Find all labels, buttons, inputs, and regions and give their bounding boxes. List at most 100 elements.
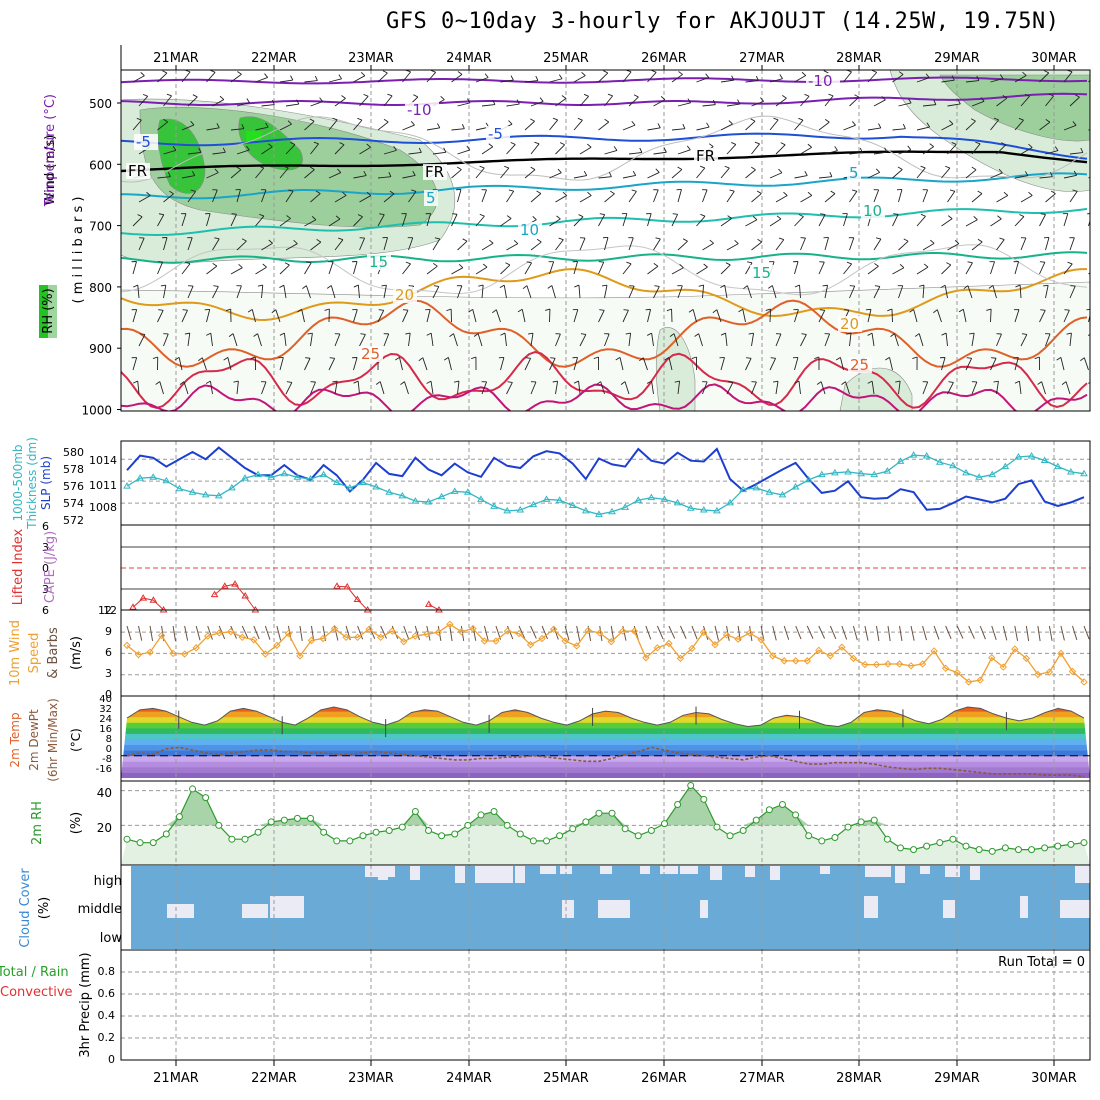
wind-barb <box>1020 237 1027 251</box>
wind-barb <box>702 189 708 203</box>
wind-barb <box>745 262 753 275</box>
wind-barb <box>745 169 756 179</box>
rh-point <box>936 839 944 847</box>
wind-barb <box>481 104 495 107</box>
precip-conv-label: Convective <box>0 985 73 1000</box>
wind-barb-flag <box>747 261 753 264</box>
wind-barb-flag <box>903 238 909 242</box>
wind-barb <box>353 261 358 275</box>
wind-barb <box>451 267 464 275</box>
wind-speed-point <box>1045 668 1054 676</box>
wind-barb <box>647 309 652 323</box>
wind-barb <box>285 243 298 251</box>
wind-barb <box>1093 381 1095 394</box>
wind-barb <box>230 73 242 83</box>
wind-barb-flag <box>604 118 610 123</box>
slp-tick-label: 1011 <box>89 479 117 492</box>
rh-point <box>438 832 446 840</box>
wind-barb <box>889 357 893 371</box>
wind-barb <box>573 75 586 83</box>
wind-barb <box>824 150 838 155</box>
wind-barb <box>187 191 196 203</box>
lifted-index-point <box>149 596 158 603</box>
wind-speed-point <box>1011 645 1019 653</box>
wind-barb-flag <box>400 381 405 385</box>
thickness-point <box>726 498 734 506</box>
wind-barb <box>1018 381 1022 395</box>
wind-barb <box>945 333 948 347</box>
wind-speed-point <box>1057 649 1065 658</box>
wind-barb-10m <box>1037 625 1041 642</box>
wind-barb-flag <box>755 75 759 81</box>
wind-barb <box>849 152 863 155</box>
wind-barb-flag <box>829 171 833 177</box>
wind-barb <box>138 195 151 203</box>
li-tick-label: 0 <box>42 562 49 575</box>
wind-barb <box>873 238 882 251</box>
wind-barb-flag <box>316 238 322 243</box>
wind-barb <box>157 261 164 275</box>
wind-speed-point <box>768 652 777 660</box>
wind-barb-flag <box>139 333 145 335</box>
cloud-high-clear <box>820 866 830 874</box>
wind-barb <box>206 265 218 275</box>
wind-barb <box>677 381 681 395</box>
wind-barb-flag <box>773 380 779 383</box>
wind-barb <box>181 310 188 323</box>
wind-barb <box>996 195 1008 203</box>
wind-barb <box>524 358 532 371</box>
wind-barb-flag <box>577 117 583 121</box>
wind-barb <box>359 146 371 155</box>
wind-barb <box>379 381 385 395</box>
wind-barb <box>261 242 273 251</box>
wind-barb-flag <box>976 75 980 81</box>
wind-barb <box>941 123 954 131</box>
wind-barb-flag <box>379 213 385 216</box>
wind-barb <box>549 358 556 371</box>
wind-barb-flag <box>315 190 321 194</box>
wind-barb <box>279 357 284 371</box>
wind-barb-flag <box>1073 170 1078 176</box>
date-label-bottom: 21MAR <box>153 1071 199 1086</box>
rh-point <box>621 825 629 833</box>
wind-barb-flag <box>456 166 462 170</box>
wind-barb-flag <box>1086 309 1090 311</box>
thickness-point <box>398 491 407 499</box>
wind-barb <box>181 213 187 227</box>
wind-barb <box>573 261 578 275</box>
wind-barb <box>137 285 140 299</box>
wind-barb <box>769 308 771 323</box>
wind-barb <box>922 146 934 155</box>
wind-barb-flag <box>231 213 237 215</box>
wind-barb-flag <box>782 95 787 99</box>
wind-barb-flag <box>986 308 992 311</box>
contour-label: -5 <box>136 133 151 151</box>
wind-speed-point <box>999 663 1007 671</box>
thickness-point <box>647 493 656 501</box>
wind-barb <box>157 72 168 83</box>
wind-barb-flag <box>724 165 730 169</box>
wind-barb <box>426 213 432 227</box>
cloud-mid-clear <box>167 904 194 918</box>
wind-barb-flag <box>822 284 828 287</box>
wind-barb <box>506 243 519 251</box>
thickness-point <box>254 470 262 478</box>
wind-barb-10m <box>530 625 537 639</box>
temp-tick-label: 24 <box>99 714 112 725</box>
wind-barb <box>1069 190 1078 203</box>
wind-barb-flag <box>241 238 247 242</box>
wind-barb-flag <box>599 213 605 216</box>
wind-speed-point <box>757 636 765 644</box>
rh-point <box>359 832 367 840</box>
wind-barb <box>849 191 858 203</box>
wind-barb <box>775 239 785 251</box>
wind-barb-flag <box>1040 309 1046 311</box>
temp-color-band <box>121 739 1090 746</box>
wind-barb <box>598 310 605 323</box>
wind-barb-flag <box>335 215 341 220</box>
wind-barb <box>922 189 929 203</box>
contour-label-bg <box>134 134 158 150</box>
contour-label: 5 <box>849 164 859 182</box>
temperature-contour <box>121 76 1088 85</box>
temp-tick-label: 16 <box>99 724 112 735</box>
